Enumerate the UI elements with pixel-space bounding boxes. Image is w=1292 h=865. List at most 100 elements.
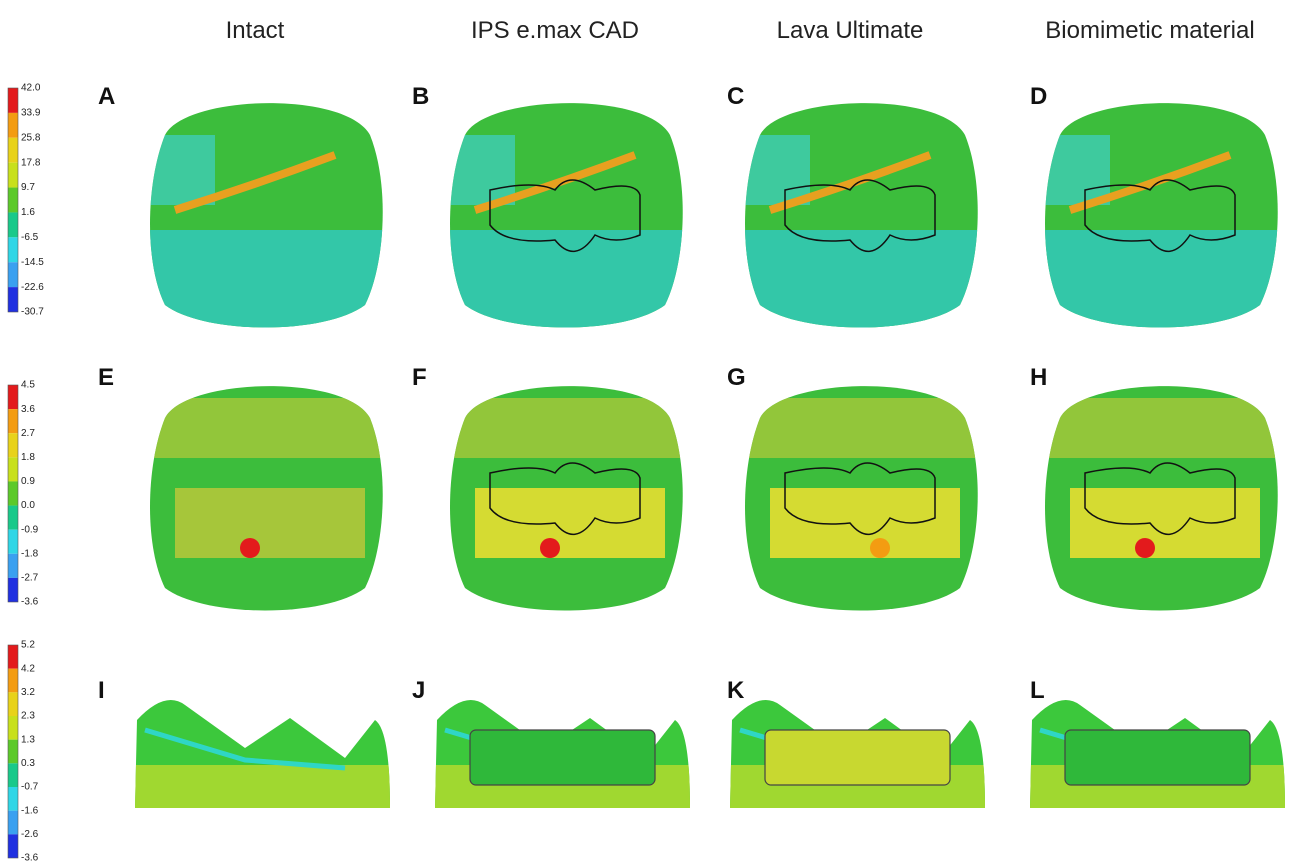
tooth-model xyxy=(745,103,978,328)
panel-letter: B xyxy=(412,83,429,110)
colorbar-label: -0.9 xyxy=(21,524,39,535)
colorbar-label: 5.2 xyxy=(21,640,35,651)
colorbar-segment xyxy=(8,433,18,458)
stress-region xyxy=(770,488,960,558)
colorbar-segment xyxy=(8,187,18,213)
colorbar-label: -3.6 xyxy=(21,597,39,608)
panel-letter: J xyxy=(412,677,425,704)
panel-letter: A xyxy=(98,83,115,110)
colorbar-segment xyxy=(8,409,18,434)
stress-hotspot xyxy=(870,538,890,558)
colorbar-segment xyxy=(8,692,18,716)
tooth-model xyxy=(1045,386,1278,611)
restoration-outline xyxy=(489,462,641,535)
colorbar-segment xyxy=(8,457,18,482)
colorbar-frame xyxy=(7,644,19,859)
colorbar-label: 1.3 xyxy=(21,734,35,745)
restoration-outline xyxy=(784,462,936,535)
cavity xyxy=(1064,729,1251,786)
panel-letter: H xyxy=(1030,364,1047,391)
stress-region xyxy=(1045,230,1278,328)
colorbar-label: 17.8 xyxy=(21,157,41,168)
stress-region xyxy=(745,398,978,458)
tooth-model xyxy=(135,700,390,808)
restoration-outline xyxy=(1084,462,1236,535)
panel-letter: D xyxy=(1030,83,1047,110)
tooth-model xyxy=(745,386,978,611)
stress-region xyxy=(175,488,365,558)
panel-letter: F xyxy=(412,364,427,391)
colorbar-label: 42.0 xyxy=(21,83,41,94)
colorbar-label: -14.5 xyxy=(21,257,44,268)
colorbar-label: 2.7 xyxy=(21,428,35,439)
colorbar-segment xyxy=(8,505,18,530)
colorbar-segment xyxy=(8,262,18,288)
stress-region xyxy=(450,230,683,328)
colorbar-segment xyxy=(8,88,18,113)
colorbar-label: -2.7 xyxy=(21,573,39,584)
stress-region xyxy=(150,398,383,458)
column-title: Intact xyxy=(226,17,285,44)
restoration-outline xyxy=(1084,179,1236,252)
column-title: Biomimetic material xyxy=(1045,17,1254,44)
colorbar-label: -1.8 xyxy=(21,548,39,559)
column-title: IPS e.max CAD xyxy=(471,17,639,44)
stress-region xyxy=(450,398,683,458)
colorbar-segment xyxy=(8,137,18,163)
colorbar-label: 1.8 xyxy=(21,452,35,463)
colorbar-segment xyxy=(8,763,18,787)
colorbar-label: 3.2 xyxy=(21,687,35,698)
colorbar-segment xyxy=(8,787,18,811)
tooth-model xyxy=(150,103,383,328)
tooth-model xyxy=(150,386,383,611)
colorbar-segment xyxy=(8,716,18,740)
tooth-model xyxy=(450,103,683,328)
stress-region xyxy=(150,230,383,328)
stress-region xyxy=(473,151,637,214)
colorbar-label: -30.7 xyxy=(21,307,44,318)
stress-hotspot xyxy=(240,538,260,558)
colorbar-label: 0.9 xyxy=(21,476,35,487)
stress-region xyxy=(144,727,346,771)
colorbar-segment xyxy=(8,645,18,669)
stress-region xyxy=(745,230,978,328)
colorbar-label: 0.3 xyxy=(21,758,35,769)
colorbar-label: 0.0 xyxy=(21,500,35,511)
colorbar-segment xyxy=(8,212,18,238)
stress-hotspot xyxy=(1135,538,1155,558)
colorbar-label: 4.5 xyxy=(21,380,35,391)
stress-region xyxy=(1045,398,1278,458)
restoration-outline xyxy=(489,179,641,252)
colorbar-label: -0.7 xyxy=(21,782,39,793)
panel-letter: G xyxy=(727,364,746,391)
stress-region xyxy=(1070,488,1260,558)
tooth-model xyxy=(435,700,690,808)
cavity xyxy=(469,729,656,786)
colorbar-segment xyxy=(8,810,18,835)
colorbar-segment xyxy=(8,834,18,858)
stress-region xyxy=(135,765,390,808)
tooth-model xyxy=(1045,103,1278,328)
colorbar-label: -3.6 xyxy=(21,853,39,864)
colorbar-label: -1.6 xyxy=(21,805,39,816)
restoration-outline xyxy=(784,179,936,252)
colorbar-segment xyxy=(8,739,18,764)
colorbar-segment xyxy=(8,287,18,312)
tooth-model xyxy=(730,700,985,808)
colorbar-label: 2.3 xyxy=(21,711,35,722)
colorbar-label: 3.6 xyxy=(21,404,35,415)
stress-region xyxy=(450,135,515,205)
colorbar-segment xyxy=(8,577,18,602)
stress-region xyxy=(475,488,665,558)
panel-letter: C xyxy=(727,83,744,110)
stress-region xyxy=(150,135,215,205)
colorbar-frame xyxy=(7,384,19,603)
stress-region xyxy=(768,151,932,214)
cavity xyxy=(764,729,951,786)
tooth-model xyxy=(1030,700,1285,808)
colorbar-label: 1.6 xyxy=(21,207,35,218)
colorbar-segment xyxy=(8,553,18,578)
colorbar-segment xyxy=(8,529,18,554)
stress-hotspot xyxy=(540,538,560,558)
